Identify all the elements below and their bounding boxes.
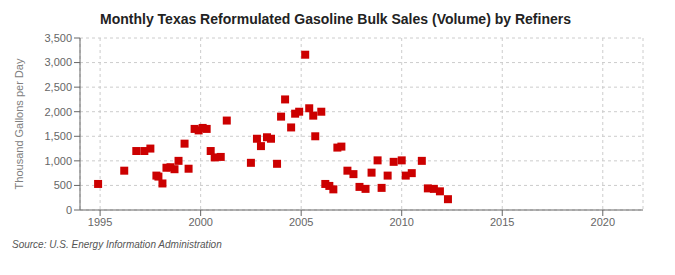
html-text:Source: U.S. Energy Informatio: Source: U.S. Energy Information Administ… bbox=[12, 239, 222, 250]
svg-text:2,500: 2,500 bbox=[44, 81, 72, 93]
svg-text:2010: 2010 bbox=[389, 216, 413, 228]
svg-text:3,000: 3,000 bbox=[44, 56, 72, 68]
svg-text:2,000: 2,000 bbox=[44, 106, 72, 118]
svg-text:0: 0 bbox=[66, 204, 72, 216]
svg-text:2005: 2005 bbox=[289, 216, 313, 228]
html-text:Monthly Texas Reformulated Gas: Monthly Texas Reformulated Gasoline Bulk… bbox=[100, 11, 571, 27]
svg-text:3,500: 3,500 bbox=[44, 32, 72, 44]
svg-text:1,000: 1,000 bbox=[44, 155, 72, 167]
svg-text:Thousand Gallons per Day: Thousand Gallons per Day bbox=[13, 58, 25, 189]
svg-text:500: 500 bbox=[54, 179, 72, 191]
svg-text:2015: 2015 bbox=[490, 216, 514, 228]
svg-text:2020: 2020 bbox=[591, 216, 615, 228]
svg-text:2000: 2000 bbox=[188, 216, 212, 228]
svg-text:1,500: 1,500 bbox=[44, 130, 72, 142]
svg-text:1995: 1995 bbox=[88, 216, 112, 228]
